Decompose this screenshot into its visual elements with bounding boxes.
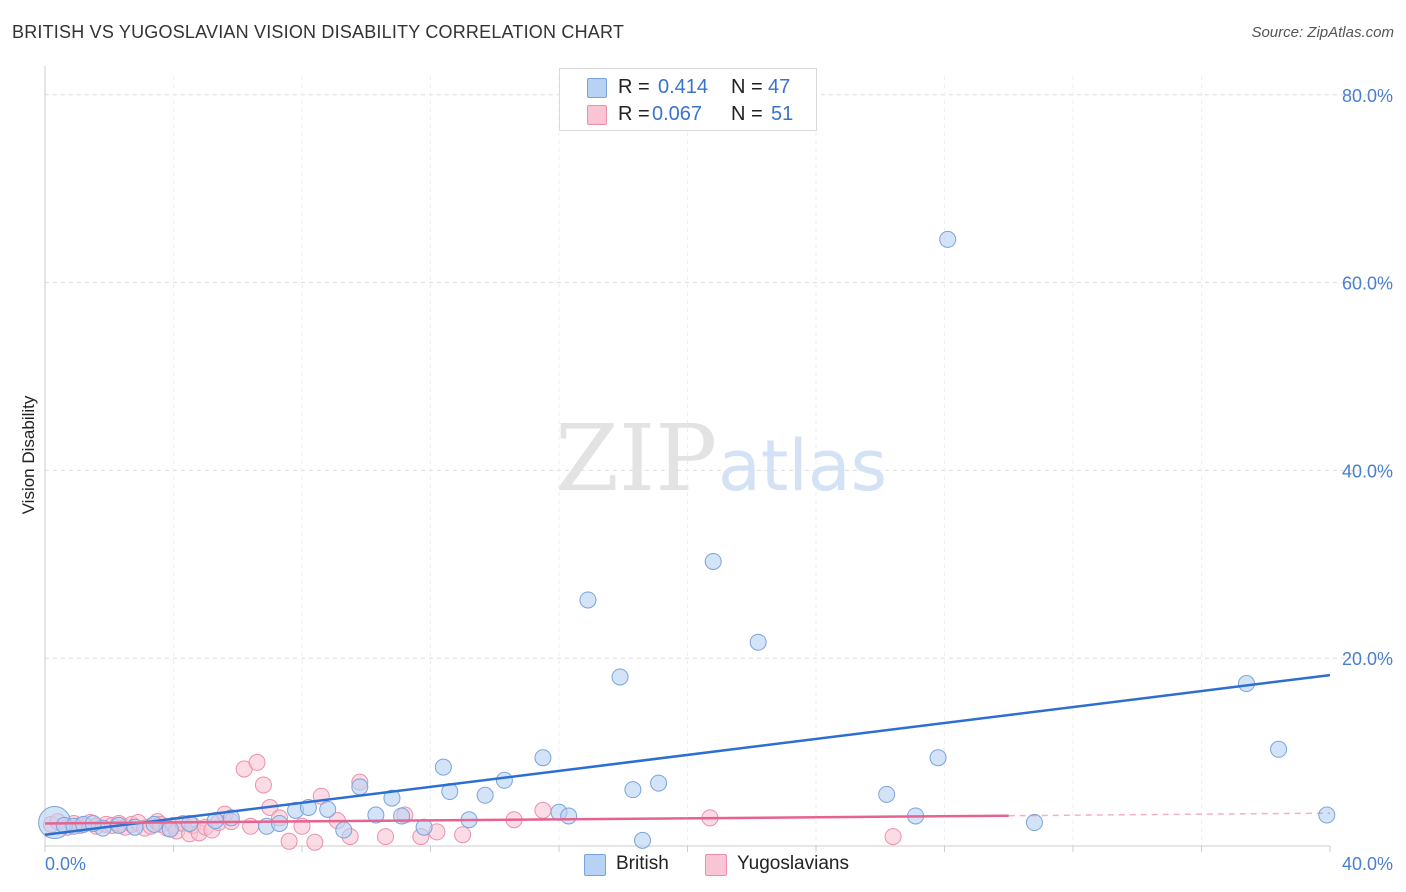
yugoslavians-trend-extension <box>1008 812 1331 817</box>
british-point <box>495 771 513 789</box>
yugoslavians-trend-line <box>44 814 1009 825</box>
yugoslavians-point <box>280 832 298 850</box>
yugoslavians-point <box>534 801 552 819</box>
trend-lines <box>44 673 1331 836</box>
gridlines <box>45 76 1392 846</box>
british-point <box>611 668 629 686</box>
yugoslavians-point <box>884 828 902 846</box>
yugoslavians-n-value: 51 <box>771 103 794 125</box>
british-point <box>624 781 642 799</box>
yugoslavians-point <box>248 753 266 771</box>
british-n-label: N = <box>731 76 763 98</box>
british-point <box>1270 740 1288 758</box>
british-point <box>319 800 337 818</box>
british-point <box>579 591 597 609</box>
watermark: ZIP atlas <box>555 405 887 512</box>
british-point <box>476 786 494 804</box>
yugoslavians-point <box>377 828 395 846</box>
british-point <box>878 785 896 803</box>
legend-row-british: R = 0.414 N = 47 <box>560 74 816 100</box>
british-swatch <box>587 78 607 98</box>
watermark-atlas: atlas <box>718 425 887 507</box>
bottom-yugoslavians-label: Yugoslavians <box>737 853 849 874</box>
british-point <box>145 815 163 833</box>
yugoslavians-n-label: N = <box>731 103 763 125</box>
yugoslavians-point <box>454 826 472 844</box>
british-point <box>634 831 652 849</box>
british-point <box>929 749 947 767</box>
y-tick-label: 80.0% <box>1342 86 1393 106</box>
source-label: Source: ZipAtlas.com <box>1251 24 1394 41</box>
stats-legend: R = 0.414 N = 47 R = 0.067 N = 51 <box>559 68 817 131</box>
y-tick-label: 40.0% <box>1342 461 1393 481</box>
british-point <box>534 749 552 767</box>
y-tick-label: 20.0% <box>1342 649 1393 669</box>
bottom-yugoslavians-swatch <box>705 854 727 876</box>
yugoslavians-r-value: 0.067 <box>652 103 703 125</box>
british-point <box>161 820 179 838</box>
x-tick-label: 40.0% <box>1342 854 1393 874</box>
tick-labels: 20.0% 40.0% 60.0% 80.0% 0.0% 40.0% <box>45 86 1393 874</box>
bottom-british-label: British <box>616 853 669 874</box>
british-point <box>650 774 668 792</box>
british-point <box>335 821 353 839</box>
british-point <box>271 814 289 832</box>
british-point <box>1025 814 1043 832</box>
british-r-value: 0.414 <box>658 76 709 98</box>
bottom-british-swatch <box>584 854 606 876</box>
yugoslavians-point <box>254 776 272 794</box>
british-point <box>704 552 722 570</box>
axes <box>44 66 1331 852</box>
british-point <box>434 758 452 776</box>
british-point <box>383 789 401 807</box>
yugoslavians-point <box>306 833 324 851</box>
yugoslavians-r-label: R = <box>618 103 650 125</box>
british-point <box>1318 806 1336 824</box>
chart-title: BRITISH VS YUGOSLAVIAN VISION DISABILITY… <box>12 22 625 42</box>
british-n-value: 47 <box>768 76 791 98</box>
british-point <box>939 230 957 248</box>
british-point <box>351 778 369 796</box>
british-point <box>560 807 578 825</box>
y-axis-label: Vision Disability <box>19 395 38 514</box>
x-tick-label: 0.0% <box>45 854 86 874</box>
watermark-zip: ZIP <box>555 405 717 512</box>
y-tick-label: 60.0% <box>1342 274 1393 294</box>
british-r-label: R = <box>618 76 650 98</box>
british-point <box>367 806 385 824</box>
british-trend-line <box>44 673 1331 836</box>
legend-row-yugoslavians: R = 0.067 N = 51 <box>560 101 816 127</box>
yugoslavians-swatch <box>587 105 607 125</box>
british-point <box>749 633 767 651</box>
